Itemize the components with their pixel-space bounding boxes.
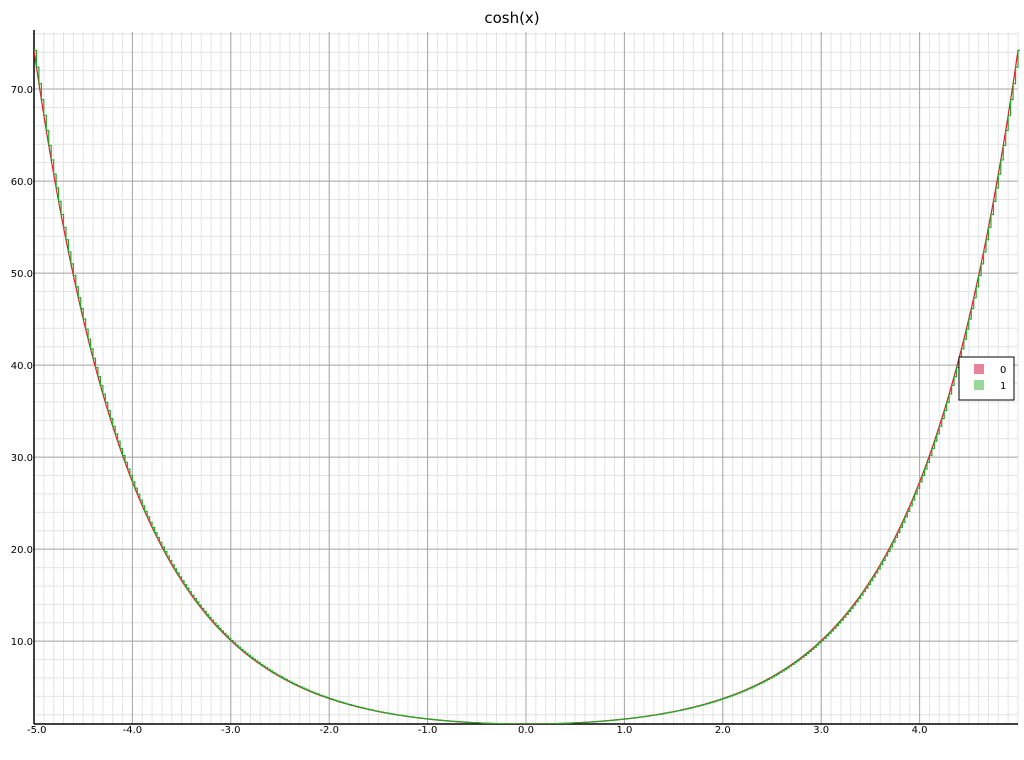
y-tick-label: 50.0	[11, 269, 33, 280]
y-tick-label: 60.0	[11, 177, 33, 188]
x-tick-label: -5.0	[27, 725, 47, 736]
x-tick-label: 2.0	[715, 725, 731, 736]
legend-swatch-0	[974, 364, 984, 374]
legend-swatch-1	[974, 380, 984, 390]
x-tick-label: 1.0	[616, 725, 632, 736]
y-tick-labels: 10.0 20.0 30.0 40.0 50.0 60.0 70.0	[11, 85, 33, 648]
y-tick-label: 70.0	[11, 85, 33, 96]
x-tick-label: -4.0	[123, 725, 143, 736]
y-tick-label: 10.0	[11, 637, 33, 648]
x-tick-label: -2.0	[319, 725, 339, 736]
legend-label-0: 0	[1000, 365, 1006, 376]
y-tick-label: 40.0	[11, 361, 33, 372]
y-tick-label: 20.0	[11, 545, 33, 556]
x-tick-label: -1.0	[418, 725, 438, 736]
x-tick-labels: -5.0 -4.0 -3.0 -2.0 -1.0 0.0 1.0 2.0 3.0 4.0	[27, 725, 928, 736]
x-tick-label: 4.0	[912, 725, 928, 736]
grid-major	[33, 32, 1018, 724]
series-lines	[34, 49, 1020, 724]
y-tick-label: 30.0	[11, 453, 33, 464]
legend: 0 1	[958, 356, 1015, 401]
legend-label-1: 1	[1000, 381, 1006, 392]
x-tick-label: 0.0	[518, 725, 534, 736]
series-line-1	[34, 49, 1020, 724]
legend-box	[958, 356, 1015, 401]
x-tick-label: -3.0	[221, 725, 241, 736]
chart-title: cosh(x)	[484, 9, 539, 27]
x-tick-label: 3.0	[813, 725, 829, 736]
series-line-0	[34, 50, 1019, 724]
